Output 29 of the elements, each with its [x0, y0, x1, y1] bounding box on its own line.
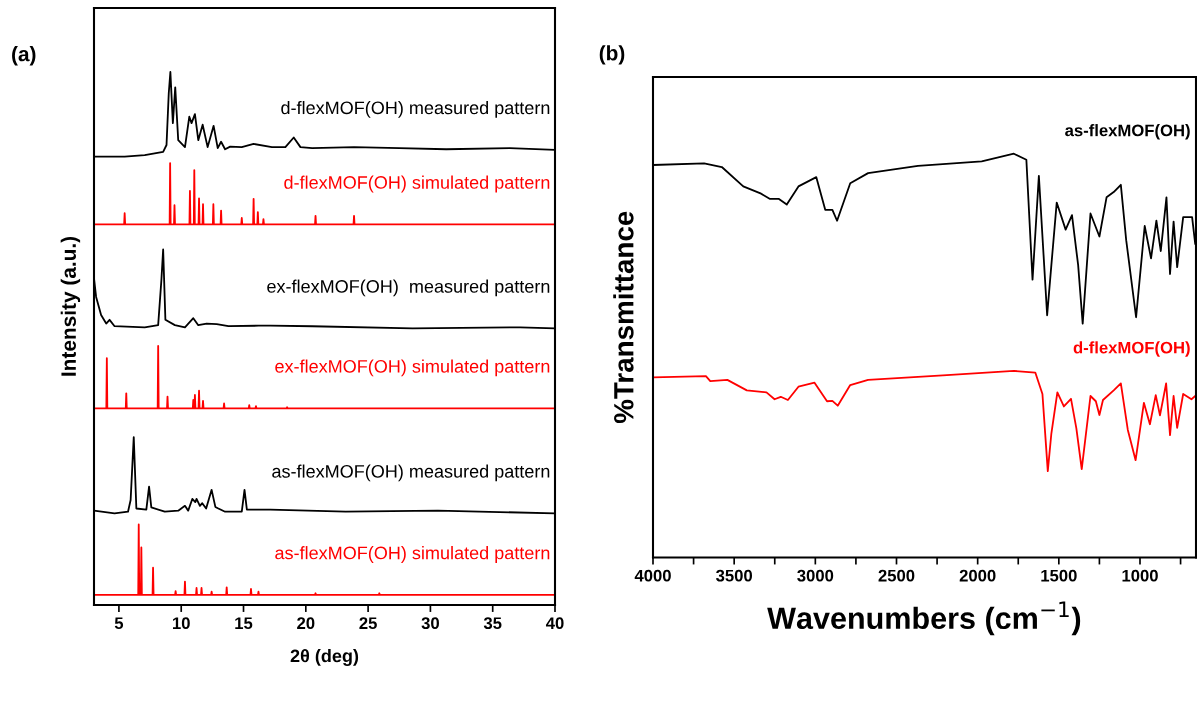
- x-tick-label: 10: [173, 617, 190, 630]
- series-label: as-flexMOF(OH) measured pattern: [272, 464, 550, 482]
- x-tick-label: 3500: [716, 569, 753, 582]
- x-tick-label: 5: [114, 617, 124, 630]
- x-tick-label: 30: [421, 617, 439, 630]
- x-tick-label: 4000: [634, 569, 671, 582]
- chart-title: (a): [12, 46, 36, 66]
- x-tick-label: 2000: [959, 569, 996, 582]
- x-axis-title: Wavenumbers (cm$^{−1}$): [767, 601, 1081, 636]
- x-tick-label: 1500: [1041, 569, 1077, 582]
- x-tick-label: 15: [235, 617, 253, 630]
- x-tick-label: 35: [483, 617, 502, 630]
- x-axis-title: 2θ (deg): [290, 649, 359, 666]
- y-axis-title: Intensity (a.u.): [60, 236, 81, 376]
- series-label: ex-flexMOF(OH) measured pattern: [267, 279, 550, 297]
- y-axis-title: %Transmittance: [613, 211, 634, 424]
- x-tick-label: 2500: [878, 569, 915, 582]
- series-label: ex-flexMOF(OH) simulated pattern: [275, 359, 550, 377]
- series-label: d-flexMOF(OH) measured pattern: [281, 100, 550, 118]
- x-tick-label: 40: [545, 617, 564, 630]
- text: as-flexMOF(OH): [1065, 124, 1190, 140]
- series-label: as-flexMOF(OH) simulated pattern: [275, 546, 550, 563]
- series-label: d-flexMOF(OH) simulated pattern: [284, 175, 550, 193]
- x-tick-label: 3000: [797, 569, 834, 582]
- x-tick-label: 25: [359, 617, 377, 630]
- x-tick-label: 1000: [1122, 569, 1158, 582]
- x-tick-label: 20: [297, 617, 315, 630]
- chart-title: (b): [599, 45, 625, 65]
- text: d-flexMOF(OH): [1073, 341, 1190, 357]
